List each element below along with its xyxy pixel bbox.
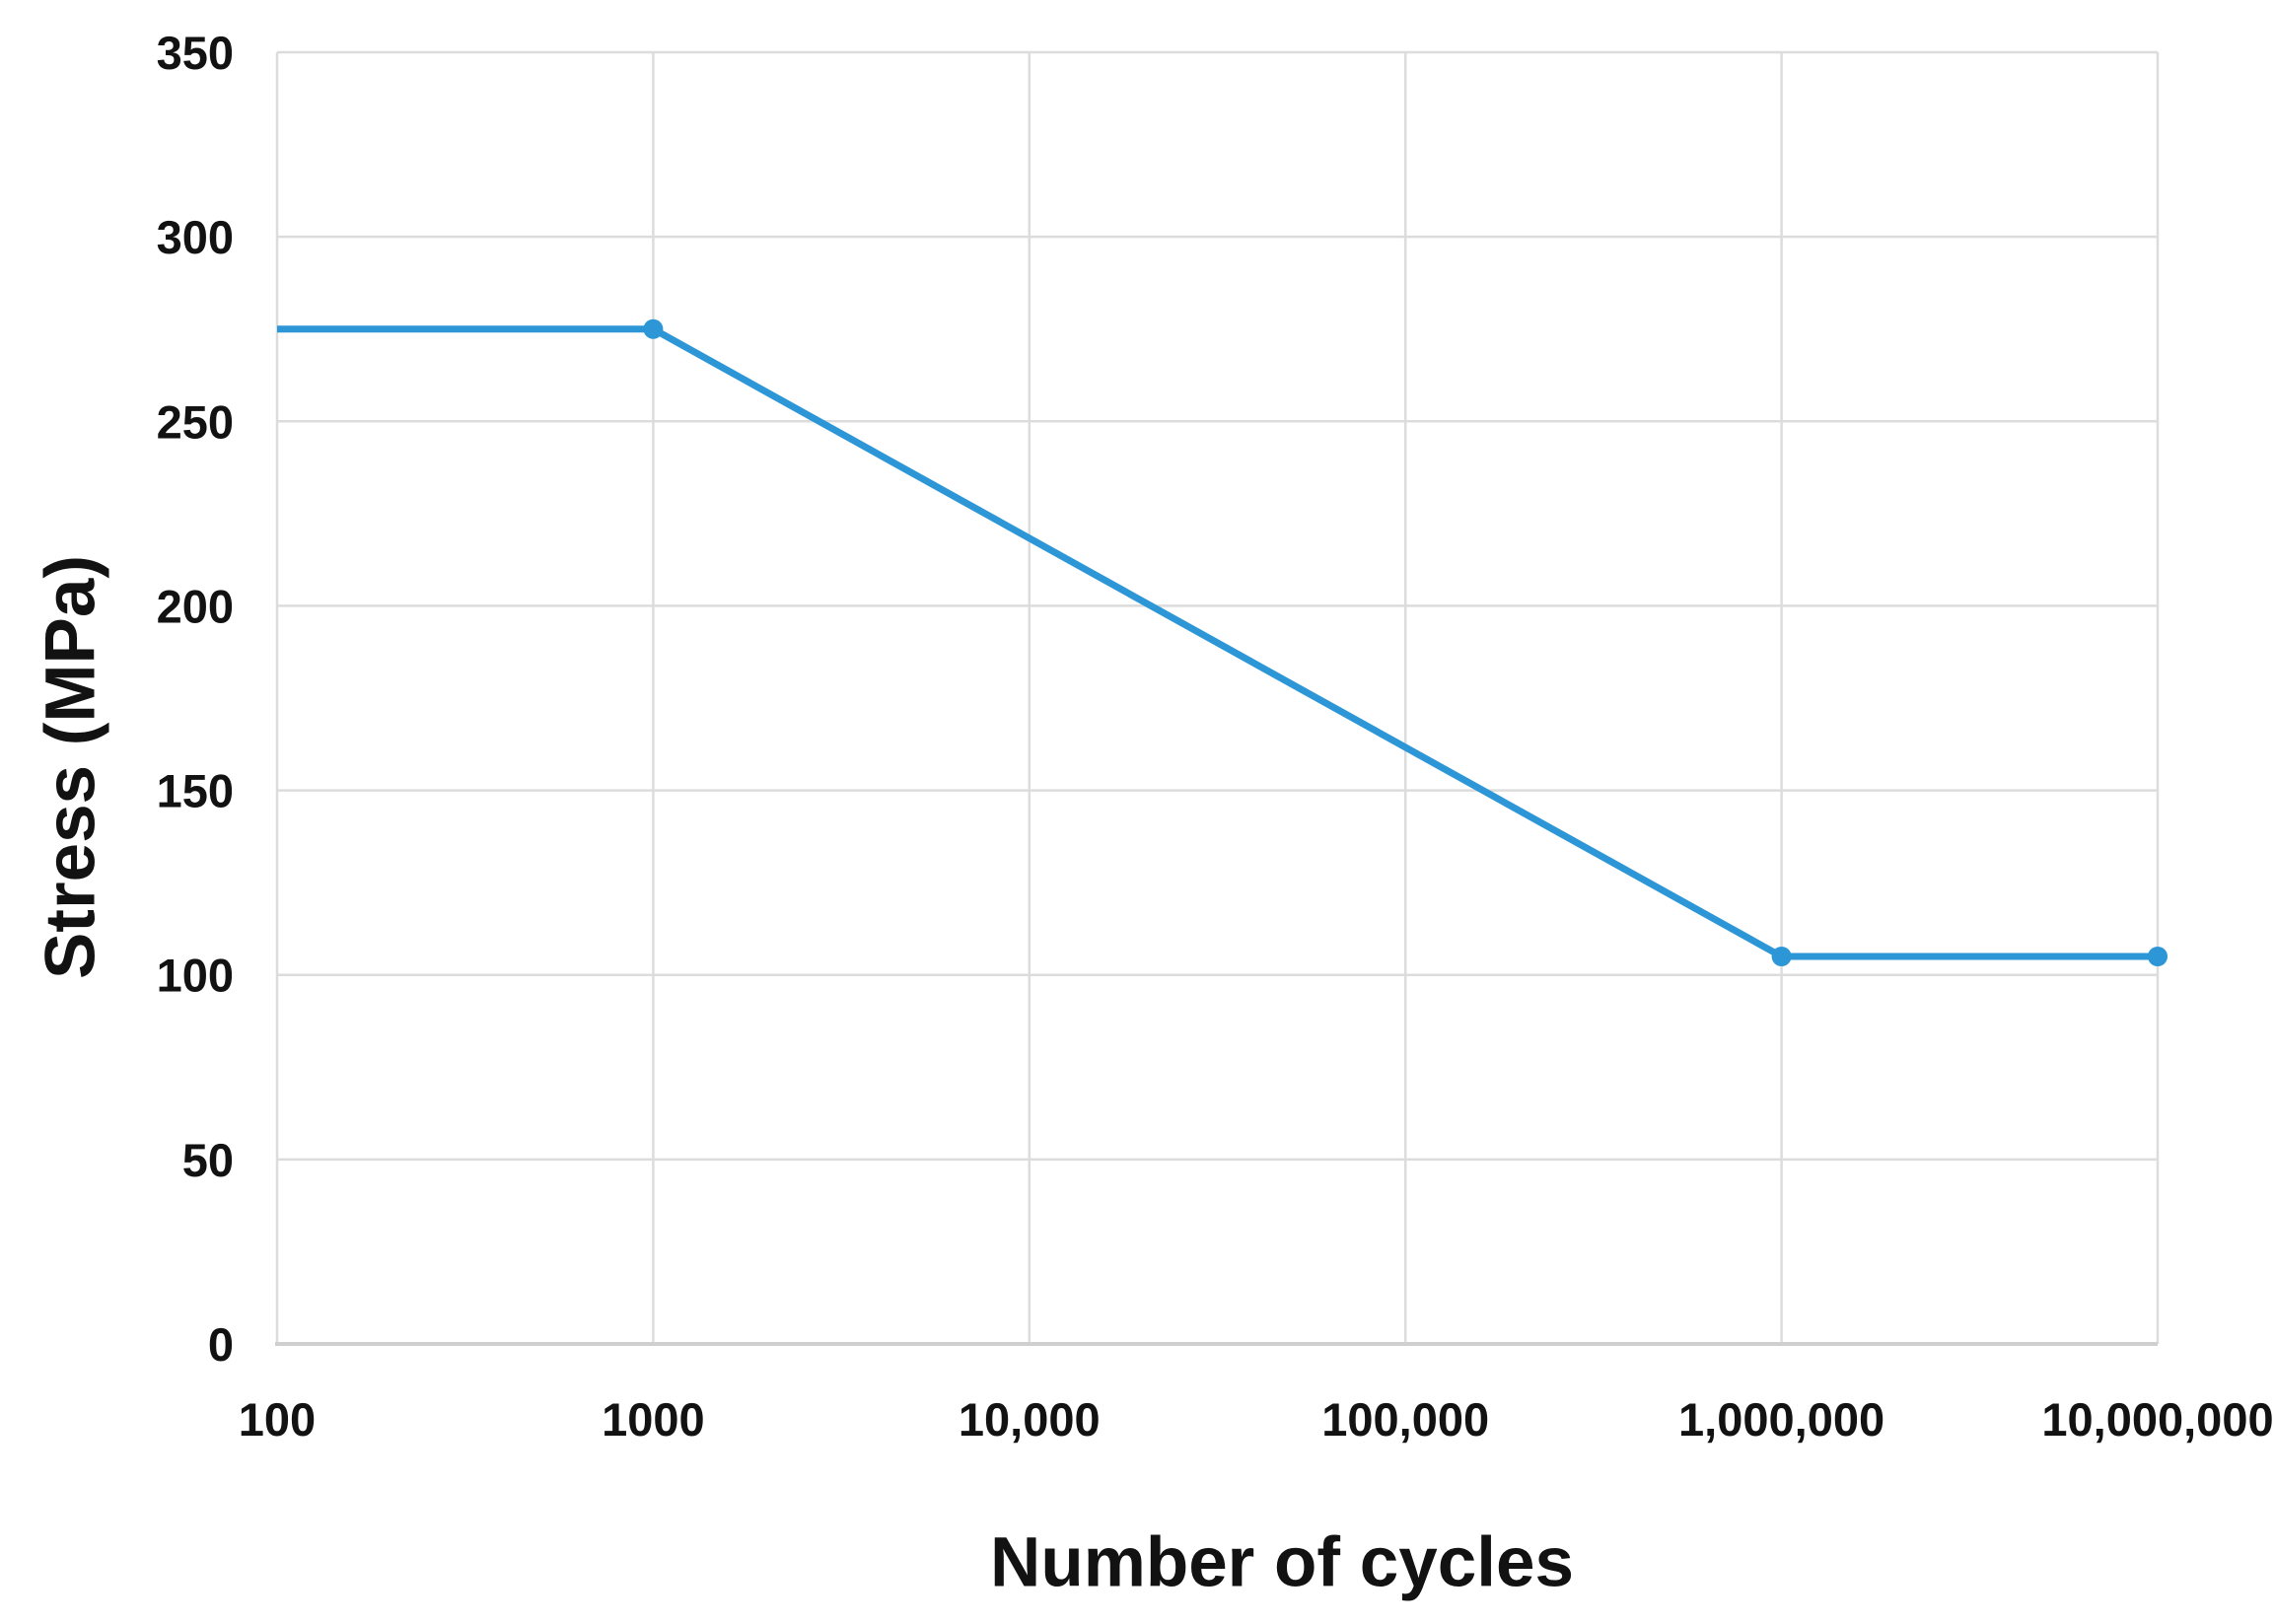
x-tick-label: 100,000 [1321, 1393, 1489, 1446]
data-point-marker [2148, 947, 2168, 966]
x-tick-label: 10,000,000 [2041, 1393, 2273, 1446]
x-axis-title: Number of cycles [990, 1523, 1574, 1602]
data-point-marker [1771, 947, 1792, 966]
x-tick-label: 1,000,000 [1678, 1393, 1884, 1446]
x-tick-label: 10,000 [959, 1393, 1101, 1446]
y-tick-label: 250 [157, 395, 234, 448]
y-tick-label: 0 [208, 1318, 234, 1371]
series-line [277, 325, 2158, 960]
x-tick-label: 100 [239, 1393, 316, 1446]
y-tick-label: 350 [157, 27, 234, 79]
x-tick-label: 1000 [602, 1393, 705, 1446]
y-tick-label: 200 [157, 580, 234, 632]
data-point-marker [643, 318, 664, 339]
y-tick-label: 50 [182, 1134, 234, 1186]
y-tick-label: 100 [157, 950, 234, 1002]
y-tick-label: 300 [157, 211, 234, 263]
y-tick-label: 150 [157, 765, 234, 817]
y-axis-title: Stress (MPa) [32, 554, 110, 980]
